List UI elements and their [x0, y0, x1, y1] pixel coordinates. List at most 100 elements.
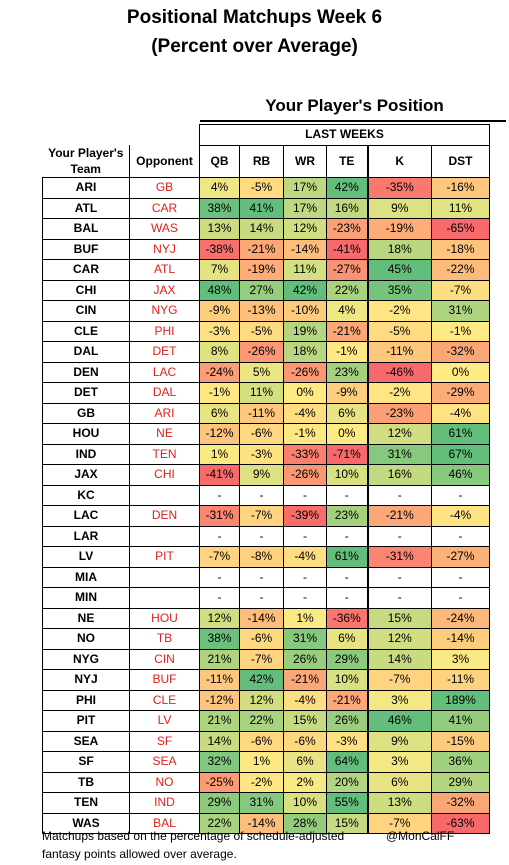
value-cell-qb: 29% [199, 792, 240, 814]
value-cell-dst: -63% [431, 812, 490, 834]
opponent-cell: LV [129, 710, 200, 732]
value-cell-te: 4% [326, 300, 368, 322]
table-row: JAX CHI -41% 9% -26% 10% 16% 46% [42, 464, 490, 486]
value-cell-dst: -29% [431, 382, 490, 404]
team-cell: LV [42, 546, 130, 568]
value-cell-k: - [366, 566, 432, 588]
value-cell-qb: 8% [199, 341, 240, 363]
opponent-cell: TEN [129, 443, 200, 465]
opponent-cell: GB [129, 177, 200, 199]
value-cell-wr: -21% [283, 669, 327, 691]
team-cell: MIN [42, 587, 130, 609]
value-cell-wr: 31% [283, 628, 327, 650]
value-cell-te: -23% [326, 218, 368, 240]
value-cell-te: 42% [326, 177, 368, 199]
value-cell-rb: 11% [239, 382, 284, 404]
credit: @MonCalFF [386, 829, 455, 843]
value-cell-dst: - [431, 484, 490, 506]
value-cell-k: 15% [366, 607, 432, 629]
value-cell-qb: -24% [199, 361, 240, 383]
value-cell-qb: -11% [199, 669, 240, 691]
opponent-cell: PIT [129, 546, 200, 568]
value-cell-dst: -1% [431, 320, 490, 342]
team-column-header: Your Player's Team [42, 145, 130, 178]
opponent-cell: CLE [129, 689, 200, 711]
value-cell-rb: - [239, 525, 284, 547]
team-cell: NYJ [42, 669, 130, 691]
table-row: HOU NE -12% -6% -1% 0% 12% 61% [42, 423, 490, 445]
team-cell: ATL [42, 197, 130, 219]
value-cell-te: 55% [326, 792, 368, 814]
opponent-cell: NO [129, 771, 200, 793]
value-cell-k: 12% [366, 423, 432, 445]
value-cell-dst: 61% [431, 423, 490, 445]
value-cell-te: 61% [326, 546, 368, 568]
table-row: BUF NYJ -38% -21% -14% -41% 18% -18% [42, 238, 490, 260]
value-cell-te: -36% [326, 607, 368, 629]
value-cell-rb: 1% [239, 751, 284, 773]
value-cell-qb: 4% [199, 177, 240, 199]
value-cell-qb: 38% [199, 197, 240, 219]
value-cell-te: 23% [326, 361, 368, 383]
value-cell-k: 6% [366, 771, 432, 793]
value-cell-wr: 11% [283, 259, 327, 281]
value-cell-rb: 22% [239, 710, 284, 732]
value-cell-k: -21% [366, 505, 432, 527]
value-cell-k: 45% [366, 259, 432, 281]
value-cell-k: 16% [366, 464, 432, 486]
opponent-cell [129, 484, 200, 506]
position-header-k: K [366, 144, 432, 178]
value-cell-dst: -15% [431, 730, 490, 752]
table-row: LV PIT -7% -8% -4% 61% -31% -27% [42, 546, 490, 568]
value-cell-dst: -24% [431, 607, 490, 629]
footer-note: Matchups based on the percentage of sche… [42, 829, 345, 861]
opponent-cell: ATL [129, 259, 200, 281]
value-cell-k: 3% [366, 751, 432, 773]
opponent-cell: BUF [129, 669, 200, 691]
value-cell-rb: 31% [239, 792, 284, 814]
value-cell-qb: 7% [199, 259, 240, 281]
value-cell-wr: -10% [283, 300, 327, 322]
value-cell-k: -19% [366, 218, 432, 240]
opponent-cell: LAC [129, 361, 200, 383]
value-cell-te: 20% [326, 771, 368, 793]
value-cell-k: 13% [366, 792, 432, 814]
opponent-cell [129, 587, 200, 609]
value-cell-dst: - [431, 566, 490, 588]
value-cell-wr: -26% [283, 464, 327, 486]
value-cell-qb: 38% [199, 628, 240, 650]
title-line-1: Positional Matchups Week 6 [126, 7, 383, 28]
value-cell-te: -41% [326, 238, 368, 260]
opponent-cell: CHI [129, 464, 200, 486]
title-line-2: (Percent over Average) [151, 36, 358, 57]
value-cell-rb: -6% [239, 628, 284, 650]
value-cell-dst: -11% [431, 669, 490, 691]
value-cell-te: 29% [326, 648, 368, 670]
value-cell-rb: -14% [239, 812, 284, 834]
value-cell-te: - [326, 525, 368, 547]
value-cell-k: -7% [366, 812, 432, 834]
team-cell: CHI [42, 279, 130, 301]
table-row: ARI GB 4% -5% 17% 42% -35% -16% [42, 177, 490, 199]
team-cell: NO [42, 628, 130, 650]
value-cell-qb: -12% [199, 689, 240, 711]
value-cell-te: 10% [326, 464, 368, 486]
opponent-cell: DEN [129, 505, 200, 527]
opponent-cell: DAL [129, 382, 200, 404]
value-cell-te: -21% [326, 320, 368, 342]
value-cell-te: -71% [326, 443, 368, 465]
value-cell-rb: -19% [239, 259, 284, 281]
position-header-rb: RB [239, 144, 284, 178]
value-cell-rb: -6% [239, 423, 284, 445]
value-cell-te: -27% [326, 259, 368, 281]
value-cell-te: 64% [326, 751, 368, 773]
value-cell-dst: -32% [431, 341, 490, 363]
value-cell-rb: - [239, 484, 284, 506]
table-row: NE HOU 12% -14% 1% -36% 15% -24% [42, 607, 490, 629]
team-cell: GB [42, 402, 130, 424]
value-cell-te: -3% [326, 730, 368, 752]
team-cell: TB [42, 771, 130, 793]
value-cell-rb: -8% [239, 546, 284, 568]
team-cell: JAX [42, 464, 130, 486]
opponent-cell: TB [129, 628, 200, 650]
